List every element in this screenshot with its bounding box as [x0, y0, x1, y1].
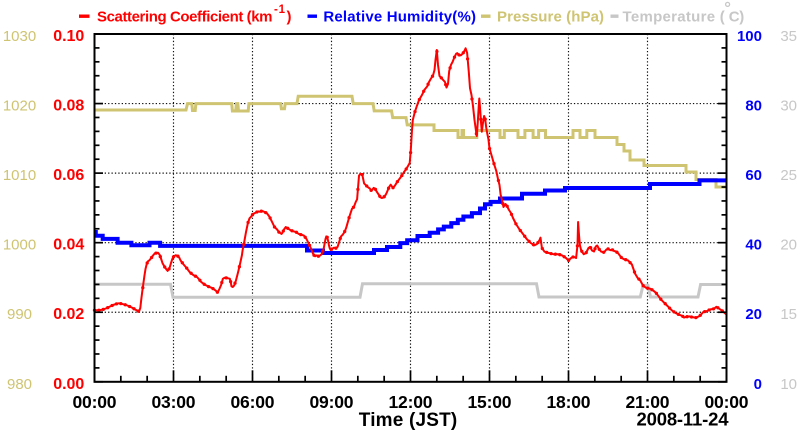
svg-text:1020: 1020 [3, 98, 36, 115]
svg-text:Scattering Coefficient (km: Scattering Coefficient (km [97, 9, 273, 26]
svg-text:1030: 1030 [3, 28, 36, 45]
svg-text:0.02: 0.02 [53, 306, 84, 323]
svg-text:35: 35 [780, 28, 797, 45]
svg-text:0.04: 0.04 [53, 237, 84, 254]
svg-text:Temperature (: Temperature ( [623, 9, 725, 26]
svg-text:18:00: 18:00 [547, 392, 591, 412]
svg-text:60: 60 [745, 167, 762, 184]
svg-text:80: 80 [745, 98, 762, 115]
svg-text:15: 15 [780, 306, 797, 323]
svg-text:Time (JST): Time (JST) [359, 410, 458, 431]
svg-text:12:00: 12:00 [389, 392, 433, 412]
svg-text:20: 20 [780, 237, 797, 254]
svg-text:09:00: 09:00 [310, 392, 354, 412]
svg-text:0.06: 0.06 [53, 167, 84, 184]
svg-text:0.10: 0.10 [53, 28, 84, 45]
svg-text:03:00: 03:00 [152, 392, 196, 412]
svg-text:40: 40 [745, 237, 762, 254]
svg-text:0.00: 0.00 [53, 376, 84, 393]
svg-text:30: 30 [780, 98, 797, 115]
svg-text:100: 100 [737, 28, 762, 45]
svg-text:-1: -1 [274, 4, 286, 16]
svg-text:1010: 1010 [3, 167, 36, 184]
svg-text:0.08: 0.08 [53, 98, 84, 115]
svg-text:25: 25 [780, 167, 797, 184]
svg-text:06:00: 06:00 [231, 392, 275, 412]
svg-text:Relative Humidity(%): Relative Humidity(%) [323, 9, 476, 26]
svg-text:20: 20 [745, 306, 762, 323]
svg-text:): ) [287, 9, 292, 26]
svg-text:21:00: 21:00 [626, 392, 670, 412]
svg-text:990: 990 [7, 306, 32, 323]
svg-text:0: 0 [754, 376, 762, 393]
svg-text:15:00: 15:00 [468, 392, 512, 412]
svg-text:C): C) [729, 9, 745, 26]
svg-text:1000: 1000 [3, 237, 36, 254]
svg-text:Pressure (hPa): Pressure (hPa) [497, 9, 604, 26]
svg-text:00:00: 00:00 [73, 392, 117, 412]
svg-text:10: 10 [780, 376, 797, 393]
svg-text:980: 980 [7, 376, 32, 393]
svg-text:2008-11-24: 2008-11-24 [637, 409, 730, 430]
svg-text:00:00: 00:00 [705, 392, 749, 412]
